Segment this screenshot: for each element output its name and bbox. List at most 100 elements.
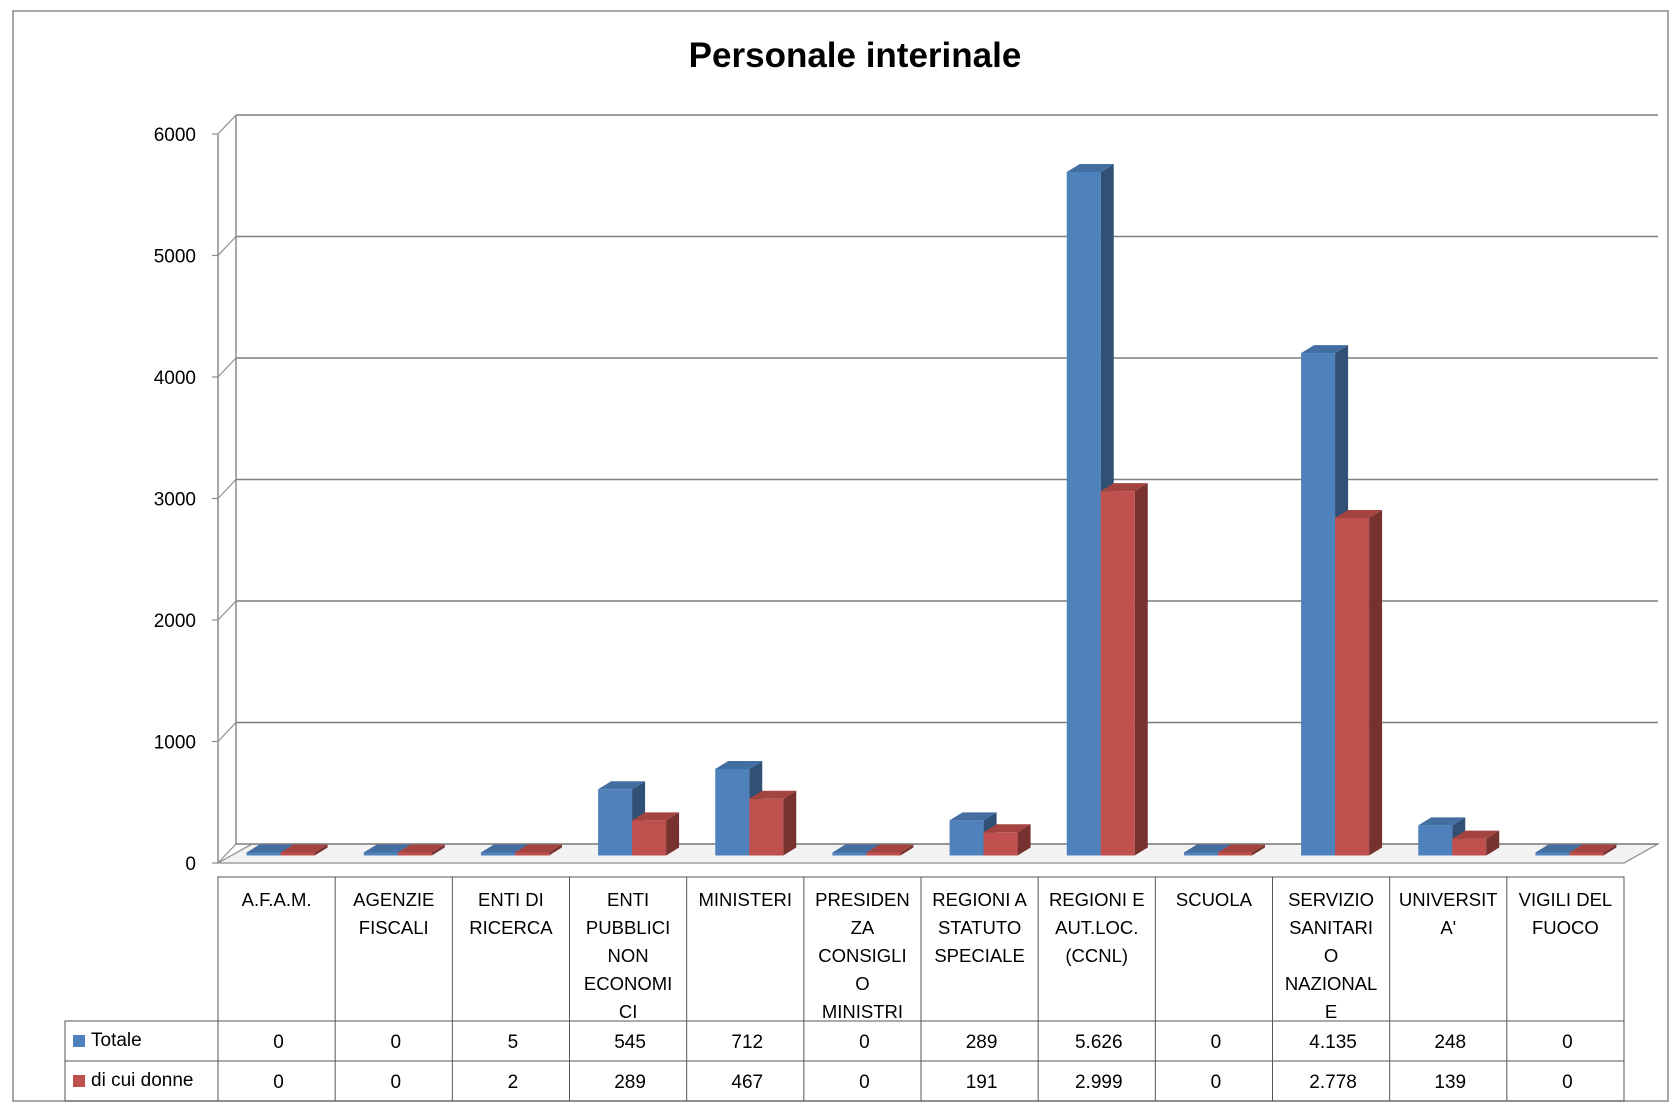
bar-front [1217,852,1252,856]
data-value: 712 [731,1032,763,1053]
bar-front [1535,852,1570,856]
data-value: 248 [1434,1032,1466,1053]
category-label: CONSIGLI [818,945,906,966]
bar-donne [866,844,914,856]
category-label: O [1324,945,1338,966]
bar-donne [983,824,1031,856]
category-label: SANITARI [1289,917,1373,938]
bar-donne [1569,844,1617,856]
bar-top [397,844,445,853]
gridline-side [217,236,237,256]
data-value: 0 [390,1032,401,1053]
category-label: (CCNL) [1065,945,1128,966]
bar-front [1335,517,1370,856]
bar-side [431,844,445,856]
gridline-side [217,722,237,742]
data-value: 467 [731,1072,763,1093]
data-value: 0 [273,1032,284,1053]
bar-front [1418,825,1453,856]
legend-swatch [73,1075,85,1087]
bar-top [866,844,914,853]
bar-top [363,844,411,853]
category-label: UNIVERSIT [1399,889,1498,910]
data-value: 0 [1211,1032,1222,1053]
bar-top [1301,345,1349,354]
legend-swatch [73,1035,85,1047]
bar-donne [280,844,328,856]
data-value: 0 [1211,1072,1222,1093]
y-axis: 0 1000 2000 3000 4000 5000 6000 [154,125,219,875]
data-value: 5 [508,1032,519,1053]
bar-side [1017,824,1031,856]
bar-front [280,852,315,856]
bar-top [480,844,528,853]
data-value: 0 [859,1072,870,1093]
y-tick-label: 5000 [154,247,196,268]
bar-top [715,760,763,769]
category-label: REGIONI A [932,889,1027,910]
category-label: PRESIDEN [815,889,910,910]
data-value: 0 [273,1072,284,1093]
category-label: NAZIONAL [1285,973,1378,994]
category-label: RICERCA [469,917,553,938]
bar-front [983,832,1018,856]
bar-top [632,812,680,821]
bar-top [1535,844,1583,853]
data-value: 545 [614,1032,646,1053]
category-label: A.F.A.M. [242,889,312,910]
category-label: AUT.LOC. [1055,917,1138,938]
bar-top [1217,844,1265,853]
category-label: FISCALI [359,917,429,938]
bar-front [246,852,281,856]
bar-front [1066,171,1101,856]
gridline-side [217,114,237,135]
bar-top [1100,483,1148,492]
category-label: STATUTO [938,917,1021,938]
bar-top [514,844,562,853]
bar-donne [1335,509,1383,856]
category-label: SPECIALE [934,945,1025,966]
category-label: AGENZIE [353,889,434,910]
y-tick-label: 2000 [154,611,196,632]
data-value: 2 [508,1072,519,1093]
bar-donne [397,844,445,856]
bar-top [1066,163,1114,172]
category-label: O [855,973,869,994]
gridline-side [217,600,237,621]
category-label: A' [1440,917,1456,938]
bar-top [832,844,880,853]
bar-front [949,820,984,856]
data-value: 139 [1434,1072,1466,1093]
gridline-side [217,843,237,864]
y-tick-label: 4000 [154,368,196,389]
category-label: ECONOMI [584,973,672,994]
bar-side [1369,509,1383,856]
y-tick-label: 3000 [154,490,196,511]
bar-side [314,844,328,856]
y-tick-label: 6000 [154,125,196,146]
category-label: VIGILI DEL [1519,889,1613,910]
data-value: 5.626 [1075,1032,1123,1053]
bar-top [949,812,997,821]
gridline-side [217,357,237,378]
bar-side [783,790,797,856]
bar-front [749,798,784,856]
legend-label: di cui donne [91,1070,193,1091]
bar-top [749,790,797,799]
category-label: REGIONI E [1049,889,1145,910]
gridline-side [217,479,237,499]
bar-front [480,852,515,856]
category-label: SCUOLA [1176,889,1253,910]
bar-front [866,852,901,856]
bar-top [246,844,294,853]
category-label: MINISTERI [698,889,792,910]
bar-side [666,812,680,856]
bar-donne [1217,844,1265,856]
chart-border [12,10,1669,1102]
category-label: E [1325,1001,1337,1022]
bars [246,163,1617,856]
bar-donne [632,812,680,856]
data-value: 2.778 [1309,1072,1357,1093]
bar-top [1183,844,1231,853]
legend-label: Totale [91,1030,142,1051]
